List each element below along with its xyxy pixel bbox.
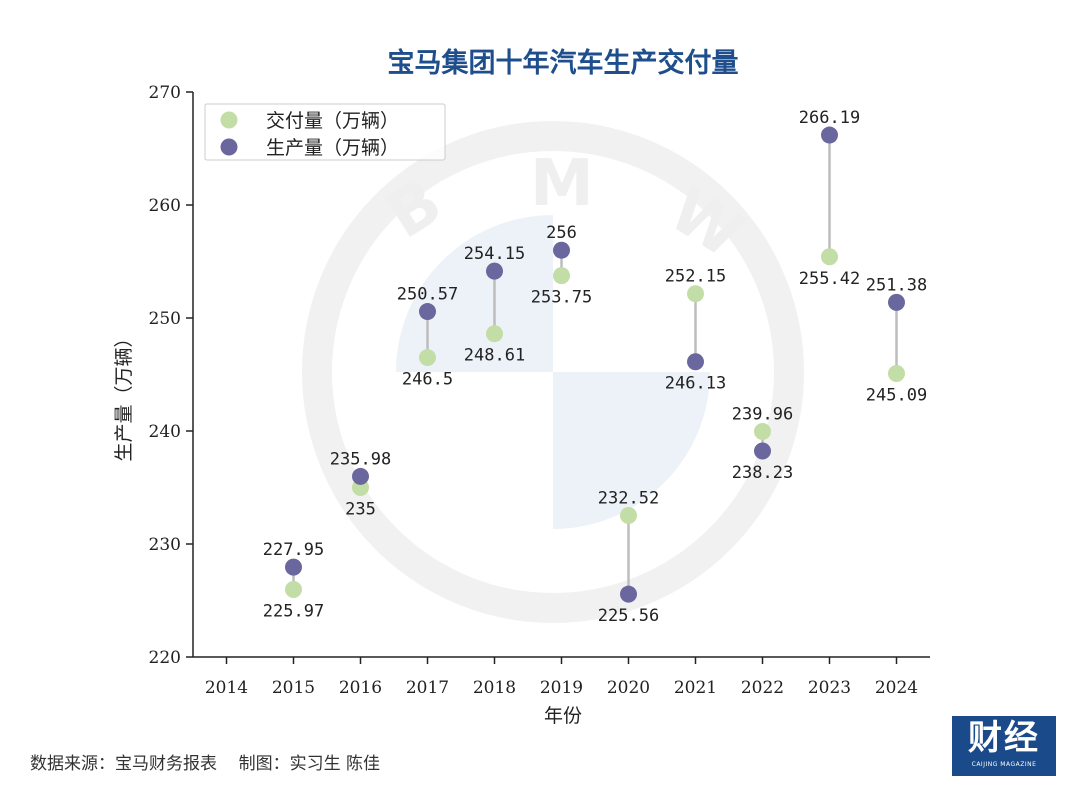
x-tick-label: 2024 [875,678,918,698]
legend: 交付量（万辆） 生产量（万辆） [204,103,446,161]
production-value-label: 246.13 [665,374,726,394]
x-tick-label: 2019 [540,678,583,698]
delivery-value-label: 253.75 [531,288,592,308]
source-note: 数据来源：宝马财务报表 制图：实习生 陈佳 [30,754,381,774]
x-tick-label: 2014 [205,678,248,698]
delivery-value-label: 252.15 [665,267,726,287]
y-axis-title: 生产量（万辆） [113,328,135,461]
production-value-label: 238.23 [732,463,793,483]
production-point [419,303,436,321]
delivery-point [687,285,704,303]
production-value-label: 266.19 [799,108,860,128]
data-points [285,126,905,603]
x-axis-title: 年份 [544,705,582,727]
production-point [620,585,637,603]
legend-label-production: 生产量（万辆） [266,137,399,159]
x-ticks: 2014 2015 2016 2017 2018 2019 2020 2021 2022 2023… [205,657,918,698]
y-tick-label: 270 [149,83,181,103]
production-value-label: 251.38 [866,275,927,295]
legend-label-delivery: 交付量（万辆） [266,110,399,132]
delivery-value-label: 239.96 [732,404,793,424]
delivery-value-label: 225.97 [263,602,324,622]
svg-text:M: M [530,147,594,221]
delivery-point [821,248,838,266]
production-value-label: 250.57 [397,285,458,305]
x-tick-label: 2023 [808,678,851,698]
y-tick-label: 260 [149,196,181,216]
delivery-point [553,267,570,285]
delivery-value-label: 248.61 [464,346,525,366]
delivery-point [486,325,503,343]
production-value-label: 227.95 [263,540,324,560]
y-ticks: 220 230 240 250 260 270 [149,83,193,668]
caijing-logo: 财经 CAIJING MAGAZINE [952,716,1056,776]
chart-title: 宝马集团十年汽车生产交付量 [388,47,739,79]
legend-marker-delivery [220,111,238,129]
delivery-point [285,581,302,599]
legend-marker-production [220,138,238,156]
production-value-label: 235.98 [330,449,391,469]
x-tick-label: 2018 [473,678,516,698]
logo-sub-text: CAIJING MAGAZINE [971,761,1037,768]
data-labels: 227.95 225.97 235.98 235 250.57 246.5 254.15 24… [263,108,927,626]
delivery-point [888,364,905,382]
logo-main-text: 财经 [968,718,1040,758]
bmw-watermark: B M W [302,121,804,623]
production-point [754,442,771,460]
delivery-value-label: 232.52 [598,489,659,509]
legend-box [204,103,446,161]
svg-text:W: W [657,173,756,273]
production-point [888,293,905,311]
delivery-value-label: 235 [345,500,376,520]
x-tick-label: 2020 [607,678,650,698]
y-tick-label: 220 [149,648,181,668]
delivery-point [754,422,771,440]
x-tick-label: 2022 [741,678,784,698]
y-tick-label: 250 [149,309,181,329]
production-point [553,241,570,259]
production-point [352,467,369,485]
production-value-label: 225.56 [598,606,659,626]
delivery-value-label: 246.5 [402,370,453,390]
x-tick-label: 2017 [406,678,449,698]
x-tick-label: 2015 [272,678,315,698]
production-value-label: 254.15 [464,244,525,264]
production-point [821,126,838,144]
production-point [285,558,302,576]
production-point [687,353,704,371]
x-tick-label: 2016 [339,678,382,698]
delivery-value-label: 255.42 [799,269,860,289]
x-tick-label: 2021 [674,678,717,698]
y-tick-label: 230 [149,535,181,555]
delivery-point [620,507,637,525]
production-point [486,262,503,280]
production-value-label: 256 [546,223,577,243]
delivery-value-label: 245.09 [866,385,927,405]
y-tick-label: 240 [149,422,181,442]
delivery-point [419,349,436,367]
